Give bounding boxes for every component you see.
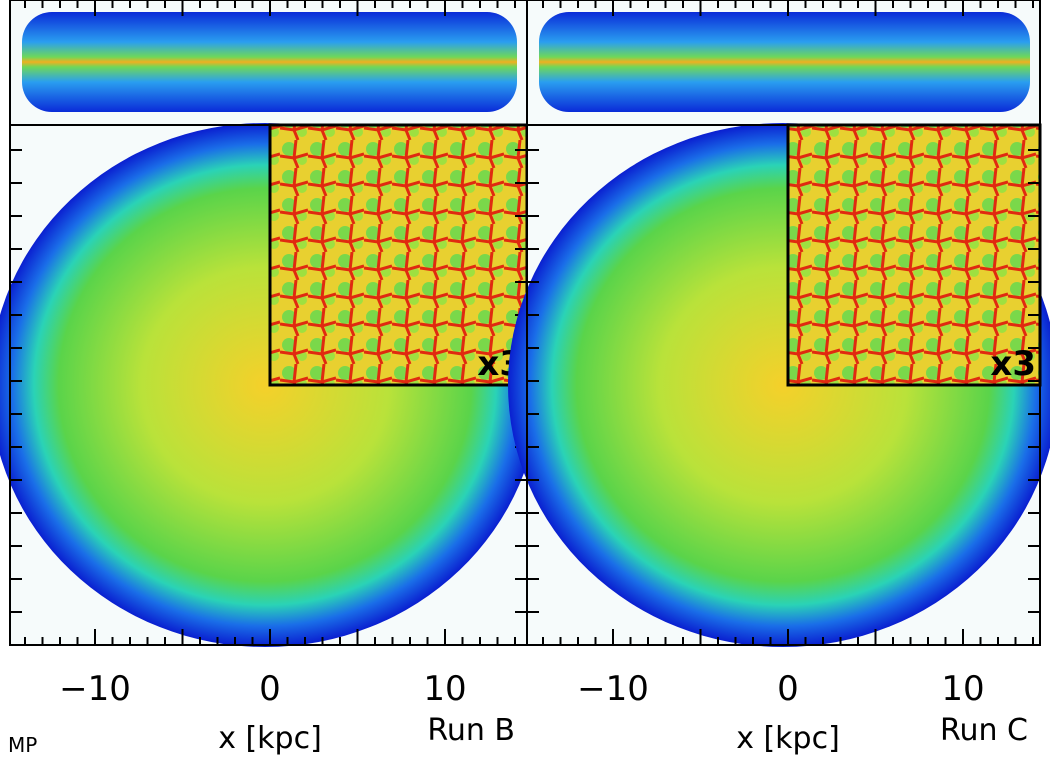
x-tick-label: −10	[59, 669, 131, 709]
run-label: Run B	[427, 713, 515, 748]
x-tick-label: 0	[777, 669, 799, 709]
x-tick-label: 10	[941, 669, 984, 709]
edge-on-disk	[539, 12, 1030, 112]
panel-frame	[526, 124, 1041, 646]
run-label: Run C	[940, 713, 1028, 748]
x-tick-label: −10	[577, 669, 649, 709]
corner-text: MP	[8, 733, 37, 757]
x-tick-label: 0	[259, 669, 281, 709]
inset-label: x3	[990, 344, 1036, 384]
x-axis-label: x [kpc]	[736, 721, 840, 756]
zoom-inset	[786, 123, 1042, 387]
edge-on-disk	[22, 12, 517, 112]
x-tick-label: 10	[423, 669, 466, 709]
x-axis-label: x [kpc]	[218, 721, 322, 756]
